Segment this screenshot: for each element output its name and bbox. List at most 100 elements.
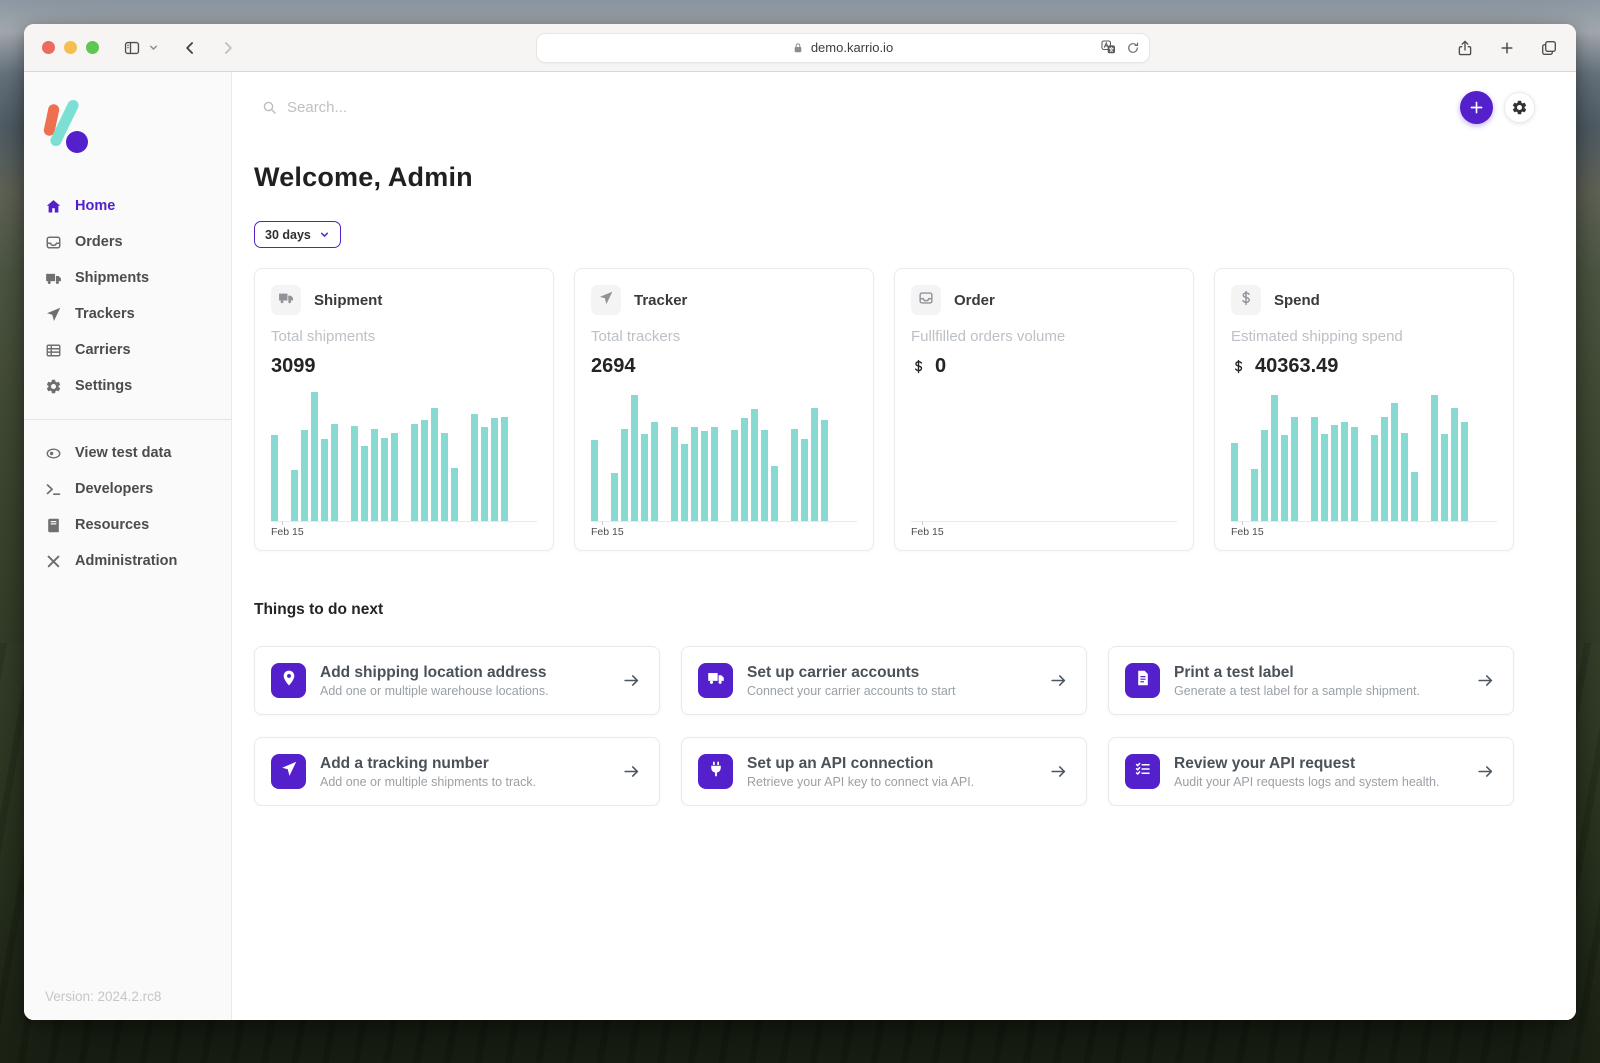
sidebar-item-developers[interactable]: Developers: [24, 471, 231, 507]
stat-card-shipment[interactable]: Shipment Total shipments 3099 Feb 15: [254, 268, 554, 551]
chart-bar: [761, 430, 768, 521]
todo-card-set-up-an-api-connection[interactable]: Set up an API connection Retrieve your A…: [681, 737, 1087, 806]
chart-x-tick-label: Feb 15: [1231, 526, 1497, 538]
forward-icon[interactable]: [219, 39, 237, 57]
todo-card-add-a-tracking-number[interactable]: Add a tracking number Add one or multipl…: [254, 737, 660, 806]
sidebar-item-label: View test data: [75, 445, 171, 461]
stat-card-title: Shipment: [314, 292, 382, 309]
share-icon[interactable]: [1456, 39, 1474, 57]
stat-card-tracker[interactable]: Tracker Total trackers 2694 Feb 15: [574, 268, 874, 551]
close-window-button[interactable]: [42, 41, 55, 54]
chart-bar: [421, 420, 428, 521]
chart-bar: [451, 468, 458, 521]
stat-card-order[interactable]: Order Fullfilled orders volume 0 Feb 15: [894, 268, 1194, 551]
chart-bar: [471, 414, 478, 521]
search-input[interactable]: [287, 99, 707, 116]
app-sidebar: Home Orders Shipments Trackers Carriers …: [24, 72, 232, 1020]
chart-x-tick-label: Feb 15: [271, 526, 537, 538]
chart-bar: [591, 440, 598, 521]
stat-card-spend[interactable]: Spend Estimated shipping spend 40363.49 …: [1214, 268, 1514, 551]
chart-bar: [1261, 430, 1268, 521]
plus-icon: [1468, 99, 1485, 116]
truck-icon: [45, 270, 62, 287]
todo-card-title: Set up carrier accounts: [747, 663, 1035, 682]
chart-bar: [1341, 422, 1348, 521]
chart-bar: [671, 427, 678, 521]
mini-bar-chart: [911, 391, 1177, 521]
chart-x-axis: [591, 521, 857, 522]
sidebar-item-settings[interactable]: Settings: [24, 368, 231, 404]
zoom-window-button[interactable]: [86, 41, 99, 54]
arrow-right-icon: [1476, 762, 1495, 781]
address-bar[interactable]: demo.karrio.io: [536, 33, 1150, 63]
new-tab-icon[interactable]: [1499, 40, 1515, 56]
main-area: Welcome, Admin 30 days Shipment Total sh…: [232, 72, 1576, 1020]
truck-icon: [278, 290, 294, 311]
todo-card-print-a-test-label[interactable]: Print a test label Generate a test label…: [1108, 646, 1514, 715]
tabs-overview-icon[interactable]: [1540, 39, 1558, 57]
minimize-window-button[interactable]: [64, 41, 77, 54]
app-root: Home Orders Shipments Trackers Carriers …: [24, 72, 1576, 1020]
chart-bar: [301, 430, 308, 521]
todo-card-set-up-carrier-accounts[interactable]: Set up carrier accounts Connect your car…: [681, 646, 1087, 715]
todo-card-description: Generate a test label for a sample shipm…: [1174, 684, 1462, 698]
sidebar-item-administration[interactable]: Administration: [24, 543, 231, 579]
search-icon: [262, 100, 277, 115]
chart-bar: [331, 424, 338, 522]
stat-card-subtitle: Estimated shipping spend: [1231, 328, 1497, 345]
sidebar-item-orders[interactable]: Orders: [24, 224, 231, 260]
chart-bar: [1281, 435, 1288, 521]
sidebar-item-home[interactable]: Home: [24, 188, 231, 224]
eye-icon: [45, 445, 62, 462]
stat-card-value: 40363.49: [1231, 352, 1497, 380]
chevron-down-icon[interactable]: [148, 42, 159, 53]
version-label: Version: 2024.2.rc8: [24, 989, 231, 1004]
chart-x-axis: [1231, 521, 1497, 522]
sidebar-item-label: Resources: [75, 517, 149, 533]
sidebar-item-shipments[interactable]: Shipments: [24, 260, 231, 296]
todo-section-heading: Things to do next: [254, 601, 1515, 619]
terminal-icon: [45, 481, 62, 498]
todo-card-review-your-api-request[interactable]: Review your API request Audit your API r…: [1108, 737, 1514, 806]
todo-card-description: Audit your API requests logs and system …: [1174, 775, 1462, 789]
chart-x-axis: [911, 521, 1177, 522]
chart-bar: [1371, 435, 1378, 521]
dashboard-content: Welcome, Admin 30 days Shipment Total sh…: [232, 136, 1576, 806]
chart-bar: [361, 446, 368, 521]
karrio-logo[interactable]: [45, 100, 91, 154]
arrow-right-icon: [622, 671, 641, 690]
reload-icon[interactable]: [1126, 41, 1140, 55]
translate-icon[interactable]: [1100, 39, 1117, 56]
chart-bar: [321, 439, 328, 521]
sidebar-item-label: Shipments: [75, 270, 149, 286]
gear-icon: [45, 378, 62, 395]
sidebar-item-carriers[interactable]: Carriers: [24, 332, 231, 368]
gear-icon: [1511, 99, 1528, 116]
sidebar-item-resources[interactable]: Resources: [24, 507, 231, 543]
todo-card-add-shipping-location-address[interactable]: Add shipping location address Add one or…: [254, 646, 660, 715]
chart-bar: [711, 427, 718, 521]
inbox-icon: [45, 234, 62, 251]
period-filter-select[interactable]: 30 days: [254, 221, 341, 248]
dollar-icon: [1238, 290, 1254, 311]
settings-button[interactable]: [1504, 92, 1535, 123]
table-icon: [45, 342, 62, 359]
page-title: Welcome, Admin: [254, 162, 1515, 193]
chart-bar: [1451, 408, 1458, 521]
stat-card-subtitle: Fullfilled orders volume: [911, 328, 1177, 345]
sidebar-item-trackers[interactable]: Trackers: [24, 296, 231, 332]
add-button[interactable]: [1460, 91, 1493, 124]
chart-bar: [791, 429, 798, 521]
chart-bar: [1311, 417, 1318, 521]
chart-bar: [491, 418, 498, 521]
chart-bar: [631, 395, 638, 521]
dollar-icon: [1231, 357, 1246, 376]
sidebar-item-view-test-data[interactable]: View test data: [24, 435, 231, 471]
chart-bar: [1381, 417, 1388, 521]
chart-bar: [751, 409, 758, 521]
sidebar-toggle-icon[interactable]: [123, 39, 144, 57]
chart-bar: [621, 429, 628, 521]
stat-card-title: Tracker: [634, 292, 687, 309]
back-icon[interactable]: [181, 39, 199, 57]
topbar: [232, 72, 1576, 136]
